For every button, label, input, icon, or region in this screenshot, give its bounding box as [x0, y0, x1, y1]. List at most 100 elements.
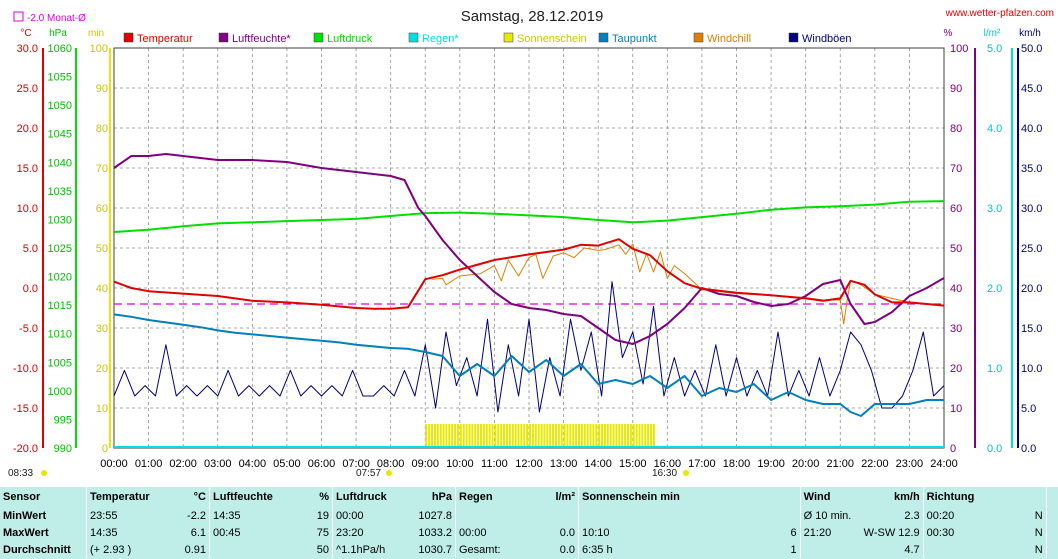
legend-label-3: Regen*: [422, 33, 459, 45]
series-line-windben: [113, 281, 945, 413]
stats-min-temp-time: 23:55: [86, 507, 163, 524]
sunshine-bar: [480, 424, 483, 448]
sun-axis-unit: min: [88, 28, 104, 39]
sunshine-bar: [583, 424, 586, 448]
sun-tick-label: 80: [96, 123, 108, 135]
humidity-tick-label: 90: [950, 83, 962, 95]
wind-axis-bar: [1017, 48, 1019, 448]
stats-min-press-time: 00:00: [332, 507, 399, 524]
temp-tick-label: 5.0: [23, 243, 38, 255]
sunshine-bar: [652, 424, 655, 448]
legend-swatch-1: [218, 32, 229, 43]
axis-tick-labels: 30.0 25.0 20.0 15.0 10.0 5.0 0.0 -5.0 -10.0 -15.0…: [13, 43, 1043, 470]
stats-min-wind-val: 2.3: [904, 509, 920, 522]
sunshine-bar: [543, 424, 546, 448]
humidity-axis-bar: [974, 48, 976, 448]
legend: Temperatur Luftfeuchte* Luftdruck Regen* Son…: [123, 32, 852, 45]
pressure-tick-label: 1040: [48, 157, 72, 169]
sunshine-bar: [531, 424, 534, 448]
sunshine-bar: [601, 424, 604, 448]
sunshine-bar: [595, 424, 598, 448]
stats-min-dir-val: N: [1034, 509, 1043, 522]
x-tick-label: 12:00: [515, 458, 543, 470]
stats-max-wind-val: W-SW 12.9: [863, 526, 920, 539]
legend-label-1: Luftfeuchte*: [232, 33, 291, 45]
rain-tick-label: 3.0: [987, 203, 1002, 215]
wind-tick-label: 15.0: [1021, 323, 1042, 335]
sunrise-marker-icon: [386, 470, 392, 476]
x-tick-label: 05:00: [273, 458, 301, 470]
gridlines: [114, 48, 944, 448]
x-tick-label: 22:00: [861, 458, 889, 470]
stats-max-dir-time: 00:30: [922, 524, 1000, 541]
sunshine-bar: [624, 424, 627, 448]
sunshine-bar: [436, 424, 439, 448]
pressure-tick-label: 1020: [48, 272, 72, 284]
sunshine-bar: [563, 424, 566, 448]
wind-tick-label: 50.0: [1021, 43, 1042, 55]
sunshine-bar: [546, 424, 549, 448]
sunshine-bar: [638, 424, 641, 448]
pressure-tick-label: 1050: [48, 100, 72, 112]
humidity-tick-label: 60: [950, 203, 962, 215]
sunshine-bar: [520, 424, 523, 448]
x-tick-label: 13:00: [550, 458, 578, 470]
sunshine-bar: [517, 424, 520, 448]
stats-max-press-time: 23:20: [332, 524, 399, 541]
temp-tick-label: -20.0: [13, 443, 38, 455]
wind-tick-label: 35.0: [1021, 163, 1042, 175]
stats-max-press-val: 1033.2: [418, 526, 452, 539]
wind-tick-label: 0.0: [1021, 443, 1036, 455]
legend-swatch-5: [598, 32, 609, 43]
temp-tick-label: -10.0: [13, 363, 38, 375]
x-tick-label: 04:00: [239, 458, 267, 470]
sunshine-bar: [442, 424, 445, 448]
stats-header-press-unit: hPa: [431, 491, 452, 503]
chart-title: Samstag, 28.12.2019: [461, 8, 604, 25]
x-tick-label: 00:00: [100, 458, 128, 470]
x-tick-label: 02:00: [169, 458, 197, 470]
sunshine-bar: [451, 424, 454, 448]
sunshine-bar: [549, 424, 552, 448]
sunshine-bar: [647, 424, 650, 448]
legend-label-0: Temperatur: [137, 33, 193, 45]
pressure-tick-label: 1005: [48, 357, 72, 369]
sunshine-bar: [609, 424, 612, 448]
sun-axis-bar: [109, 48, 111, 448]
stats-max-sun-val: 6: [790, 526, 797, 539]
x-tick-label: 09:00: [411, 458, 439, 470]
stats-table: Sensor Temperatur °C Luftfeuchte % Luftd…: [0, 487, 1058, 558]
humidity-tick-label: 40: [950, 283, 962, 295]
sunshine-bar: [540, 424, 543, 448]
pressure-tick-label: 1060: [48, 43, 72, 55]
sunshine-bar: [471, 424, 474, 448]
pressure-axis-bar: [75, 48, 77, 448]
series-line-temperatur: [113, 238, 945, 310]
sun-tick-label: 40: [96, 283, 108, 295]
axis-scale-bars: [42, 48, 1019, 448]
series-line-taupunkt: [113, 313, 944, 417]
sunshine-bar: [468, 424, 471, 448]
legend-swatch-0: [123, 32, 134, 43]
stats-header-temp: Temperatur: [86, 487, 163, 507]
sun-tick-label: 50: [96, 243, 108, 255]
wind-tick-label: 20.0: [1021, 283, 1042, 295]
sun-tick-label: 70: [96, 163, 108, 175]
stats-max-hum-val: 75: [316, 526, 329, 539]
stats-avg-temp-note: (+ 2.93 ): [86, 541, 163, 558]
stats-header-row: Sensor Temperatur °C Luftfeuchte % Luftd…: [0, 487, 1058, 507]
stats-avg-press-note: ^1.1hPa/h: [332, 541, 399, 558]
pressure-tick-label: 990: [54, 443, 72, 455]
sun-markers: 08:33 07:57 16:30: [8, 468, 689, 479]
pressure-axis-unit: hPa: [49, 28, 67, 39]
sunshine-bar: [485, 424, 488, 448]
legend-swatch-3: [408, 32, 419, 43]
x-tick-label: 14:00: [584, 458, 612, 470]
site-url[interactable]: www.wetter-pfalzen.com: [945, 8, 1054, 19]
temp-tick-label: 0.0: [23, 283, 38, 295]
legend-swatch-6: [693, 32, 704, 43]
series-line-windchill: [432, 243, 945, 325]
sunrise-marker-label: 07:57: [356, 468, 381, 479]
sunshine-bar: [572, 424, 575, 448]
sunshine-bar: [644, 424, 647, 448]
